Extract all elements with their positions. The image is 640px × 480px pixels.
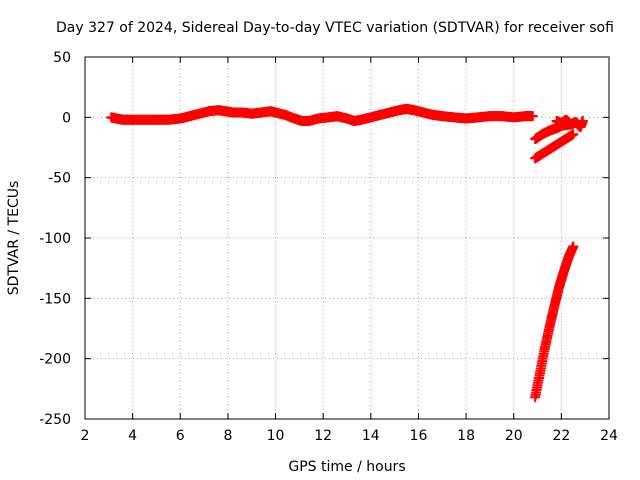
chart-title: Day 327 of 2024, Sidereal Day-to-day VTE… (56, 20, 614, 36)
y-tick-label: -100 (39, 231, 71, 247)
x-tick-label: 6 (176, 428, 185, 444)
x-axis-label: GPS time / hours (288, 459, 405, 475)
y-tick-label: -50 (48, 171, 71, 187)
data-series-3 (551, 114, 588, 132)
y-axis-label: SDTVAR / TECUs (6, 181, 22, 296)
x-tick-label: 22 (552, 428, 570, 444)
data-point (568, 241, 579, 252)
x-tick-label: 4 (128, 428, 137, 444)
data-series-2 (530, 129, 579, 164)
x-tick-label: 2 (81, 428, 90, 444)
data-point (577, 115, 588, 126)
x-tick-label: 24 (600, 428, 618, 444)
y-tick-label: 0 (62, 110, 71, 126)
x-tick-label: 18 (457, 428, 475, 444)
x-tick-label: 8 (223, 428, 232, 444)
x-tick-label: 12 (314, 428, 332, 444)
data-point (568, 129, 579, 140)
y-tick-label: 50 (53, 50, 71, 66)
axis-ticks (84, 56, 610, 420)
y-tick-labels: 50 0 -50 -100 -150 -200 -250 (39, 50, 71, 428)
y-tick-label: -250 (39, 412, 71, 428)
y-tick-label: -200 (39, 352, 71, 368)
x-tick-label: 14 (362, 428, 380, 444)
x-tick-label: 16 (410, 428, 428, 444)
data-point (527, 111, 538, 122)
data-points (106, 103, 588, 403)
data-series-4 (530, 241, 579, 403)
x-tick-label: 10 (267, 428, 285, 444)
data-series-0 (106, 103, 538, 126)
x-tick-labels: 2 4 6 8 10 12 14 16 18 20 22 24 (81, 428, 618, 444)
x-tick-label: 20 (505, 428, 523, 444)
y-tick-label: -150 (39, 291, 71, 307)
